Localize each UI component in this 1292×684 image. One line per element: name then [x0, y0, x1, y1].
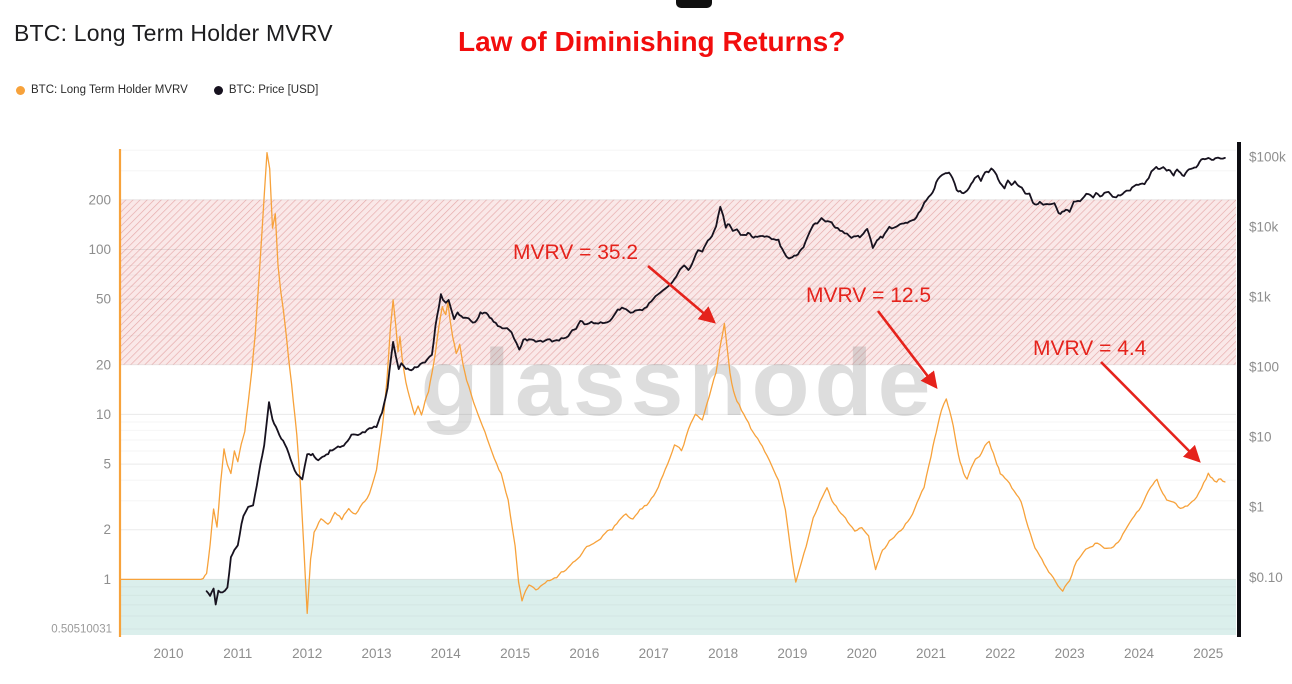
svg-text:2023: 2023 [1055, 646, 1085, 661]
svg-text:$0.10: $0.10 [1249, 570, 1283, 585]
svg-text:2020: 2020 [847, 646, 877, 661]
svg-text:$1: $1 [1249, 500, 1264, 515]
annotation-arrow-3 [1100, 361, 1201, 463]
legend-swatch-mvrv-icon [16, 85, 25, 95]
svg-text:20: 20 [96, 357, 111, 372]
annotation-label-1: MVRV = 35.2 [513, 241, 638, 264]
svg-text:50: 50 [96, 292, 111, 307]
svg-text:2011: 2011 [223, 646, 252, 661]
svg-text:2015: 2015 [500, 646, 530, 661]
legend: BTC: Long Term Holder MVRV BTC: Price [U… [16, 84, 318, 96]
gridlines [120, 149, 1236, 630]
legend-label-price: BTC: Price [USD] [228, 84, 319, 96]
chart-title: BTC: Long Term Holder MVRV [14, 20, 333, 46]
svg-text:$10: $10 [1249, 430, 1272, 445]
svg-text:1: 1 [103, 572, 111, 587]
svg-text:$10k: $10k [1249, 220, 1279, 235]
x-tick-labels: 2010 2011 2012 2013 2014 2015 2016 2017 2018 2019… [153, 646, 1223, 661]
cropped-top-element [676, 0, 712, 8]
svg-text:2024: 2024 [1124, 646, 1155, 661]
legend-label-mvrv: BTC: Long Term Holder MVRV [31, 84, 188, 96]
svg-text:2014: 2014 [431, 646, 462, 661]
legend-swatch-price-icon [213, 85, 223, 95]
svg-text:100: 100 [88, 242, 111, 257]
legend-item-price[interactable]: BTC: Price [USD] [213, 84, 319, 96]
headline-law-of-diminishing-returns: Law of Diminishing Returns? [458, 26, 846, 57]
svg-text:2022: 2022 [985, 646, 1015, 661]
annotation-arrow-2 [876, 310, 938, 390]
svg-text:2025: 2025 [1193, 646, 1223, 661]
svg-text:2010: 2010 [153, 646, 183, 661]
overvalued-band-hatch [120, 199, 1236, 365]
undervalued-band [120, 579, 1236, 635]
svg-text:$100: $100 [1249, 360, 1279, 375]
legend-item-mvrv[interactable]: BTC: Long Term Holder MVRV [16, 84, 188, 96]
series-mvrv [119, 152, 1226, 614]
svg-text:2019: 2019 [777, 646, 807, 661]
annotation-label-2: MVRV = 12.5 [806, 284, 931, 307]
svg-text:2013: 2013 [361, 646, 391, 661]
y-left-tick-labels: 200 100 50 20 10 5 2 1 0.50510031 [51, 192, 112, 635]
y-right-tick-labels: $100k $10k $1k $100 $10 $1 $0.10 [1249, 149, 1286, 584]
watermark-text: glassnode [421, 330, 936, 436]
svg-text:10: 10 [96, 407, 111, 422]
y-left-edge-label: 0.50510031 [51, 623, 112, 635]
svg-text:2017: 2017 [639, 646, 669, 661]
svg-text:200: 200 [88, 192, 111, 207]
svg-text:5: 5 [103, 457, 111, 472]
series-price [205, 156, 1226, 606]
annotation-arrow-1 [647, 265, 716, 324]
svg-text:2012: 2012 [292, 646, 322, 661]
svg-text:2021: 2021 [916, 646, 946, 661]
svg-text:2018: 2018 [708, 646, 738, 661]
annotation-label-3: MVRV = 4.4 [1033, 337, 1147, 360]
svg-text:$1k: $1k [1249, 290, 1271, 305]
svg-text:$100k: $100k [1249, 149, 1286, 164]
svg-text:2: 2 [103, 522, 111, 537]
svg-text:2016: 2016 [569, 646, 599, 661]
